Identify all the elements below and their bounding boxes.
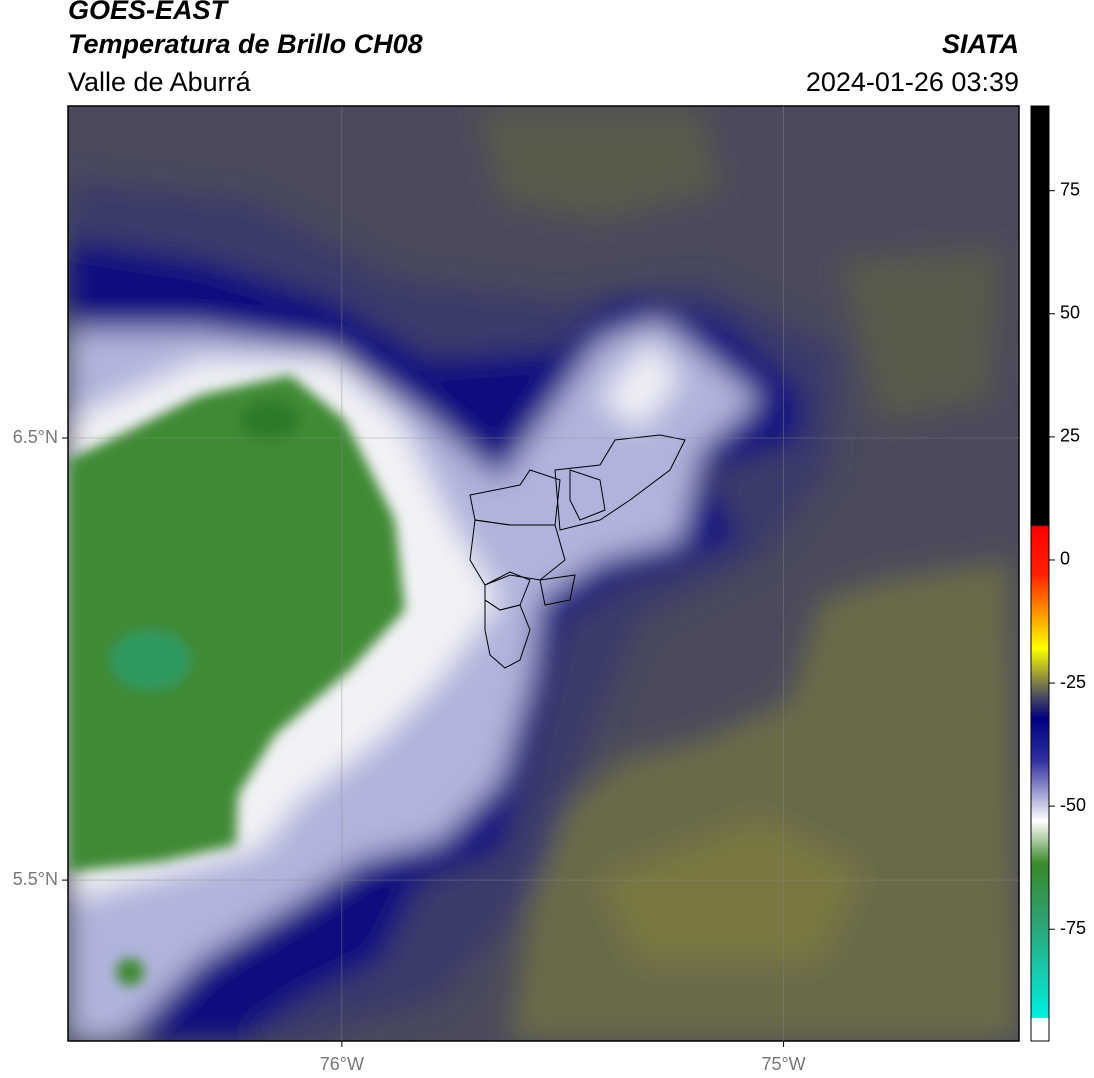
lon-tick-label: 75°W — [761, 1054, 805, 1074]
map-frame — [67, 105, 1020, 1042]
colorbar-tick-label: 0 — [1060, 549, 1070, 569]
lat-tick-label: 6.5°N — [13, 427, 58, 447]
title: GOES-EAST — [68, 0, 230, 25]
satellite-image — [68, 106, 1019, 1041]
colorbar-tick-label: 25 — [1060, 426, 1080, 446]
lat-tick-label: 5.5°N — [13, 869, 58, 889]
colorbar-tick-label: -25 — [1060, 672, 1086, 692]
colorbar-tick-label: -50 — [1060, 795, 1086, 815]
colorbar-tick-label: -75 — [1060, 918, 1086, 938]
colorbar — [1030, 105, 1050, 1042]
colorbar-tick-label: 75 — [1060, 179, 1080, 199]
lon-tick-label: 76°W — [320, 1054, 364, 1074]
municipal-boundaries — [469, 434, 686, 669]
source: SIATA — [942, 29, 1019, 59]
colorbar-tick-label: 50 — [1060, 303, 1080, 323]
datetime: 2024-01-26 03:39 — [806, 67, 1019, 97]
subtitle: Temperatura de Brillo CH08 — [68, 29, 423, 59]
region: Valle de Aburrá — [68, 67, 252, 97]
